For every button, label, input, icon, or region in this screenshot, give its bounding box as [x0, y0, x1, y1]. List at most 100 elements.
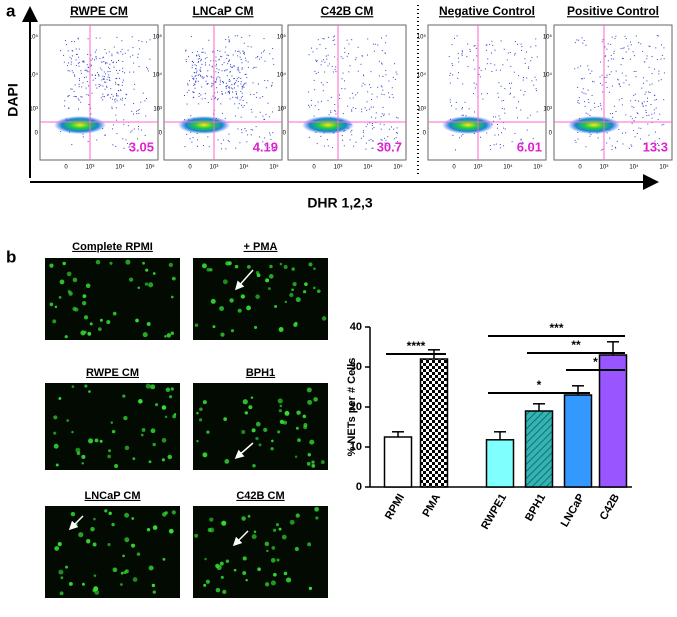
event-dot	[514, 132, 516, 134]
event-dot	[339, 97, 341, 99]
event-dot	[115, 146, 117, 148]
event-dot	[642, 117, 644, 119]
event-dot	[240, 77, 242, 79]
event-dot	[585, 44, 587, 46]
event-dot	[121, 99, 123, 101]
event-dot	[264, 137, 266, 139]
event-dot	[346, 39, 348, 41]
event-dot	[360, 63, 362, 65]
cell	[281, 534, 287, 540]
cell	[108, 511, 112, 516]
cell	[148, 282, 154, 288]
event-dot	[496, 127, 498, 129]
plot-title: RWPE CM	[70, 4, 128, 18]
event-dot	[212, 50, 214, 52]
event-dot	[583, 39, 585, 41]
event-dot	[109, 79, 111, 81]
event-dot	[127, 49, 129, 51]
event-dot	[74, 75, 76, 77]
event-dot	[218, 59, 220, 61]
event-dot	[76, 53, 78, 55]
event-dot	[114, 101, 116, 103]
event-dot	[115, 107, 117, 109]
event-dot	[660, 79, 662, 81]
event-dot	[241, 92, 243, 94]
event-dot	[576, 39, 578, 41]
event-dot	[132, 54, 134, 56]
event-dot	[498, 82, 500, 84]
event-dot	[621, 104, 623, 106]
event-dot	[518, 101, 520, 103]
event-dot	[197, 80, 199, 82]
event-dot	[195, 68, 197, 70]
event-dot	[221, 93, 223, 95]
event-dot	[323, 145, 325, 147]
event-dot	[230, 66, 232, 68]
event-dot	[606, 132, 608, 134]
event-dot	[99, 37, 101, 39]
event-dot	[524, 90, 526, 92]
event-dot	[96, 72, 98, 74]
event-dot	[354, 59, 356, 61]
event-dot	[232, 91, 234, 93]
cell	[112, 311, 117, 316]
event-dot	[461, 54, 463, 56]
event-dot	[214, 96, 216, 98]
cell	[196, 439, 199, 443]
event-dot	[125, 93, 127, 95]
event-dot	[613, 52, 615, 54]
event-dot	[74, 74, 76, 76]
event-dot	[341, 88, 343, 90]
event-dot	[312, 51, 314, 53]
event-dot	[120, 51, 122, 53]
event-dot	[198, 54, 200, 56]
event-dot	[365, 126, 367, 128]
event-dot	[521, 46, 523, 48]
gate-percent: 30.7	[377, 139, 402, 154]
cell	[125, 259, 131, 265]
event-dot	[273, 63, 275, 65]
event-dot	[491, 52, 493, 54]
event-dot	[191, 141, 193, 143]
event-dot	[385, 35, 387, 37]
event-dot	[536, 111, 538, 113]
cell	[161, 458, 165, 462]
event-dot	[651, 122, 653, 124]
event-dot	[317, 39, 319, 41]
significance-label: ***	[549, 321, 563, 335]
cell	[303, 422, 308, 427]
event-dot	[357, 70, 359, 72]
event-dot	[651, 117, 653, 119]
event-dot	[371, 140, 373, 142]
event-dot	[78, 61, 80, 63]
event-dot	[629, 58, 631, 60]
event-dot	[521, 49, 523, 51]
event-dot	[237, 68, 239, 70]
event-dot	[657, 119, 659, 121]
event-dot	[327, 54, 329, 56]
event-dot	[129, 56, 131, 58]
event-dot	[233, 87, 235, 89]
gate-percent: 3.05	[129, 139, 154, 154]
cell	[216, 564, 222, 571]
event-dot	[361, 85, 363, 87]
event-dot	[225, 148, 227, 150]
event-dot	[462, 107, 464, 109]
plot-frame	[163, 24, 283, 161]
event-dot	[86, 94, 88, 96]
cell	[223, 417, 228, 422]
event-dot	[316, 61, 318, 63]
event-dot	[599, 103, 601, 105]
event-dot	[351, 134, 353, 136]
event-dot	[102, 93, 104, 95]
event-dot	[637, 112, 639, 114]
event-dot	[63, 61, 65, 63]
event-dot	[494, 49, 496, 51]
cell	[242, 571, 247, 576]
event-dot	[355, 57, 357, 59]
event-dot	[485, 44, 487, 46]
event-dot	[239, 52, 241, 54]
event-dot	[514, 54, 516, 56]
cell	[155, 403, 159, 407]
event-dot	[514, 41, 516, 43]
